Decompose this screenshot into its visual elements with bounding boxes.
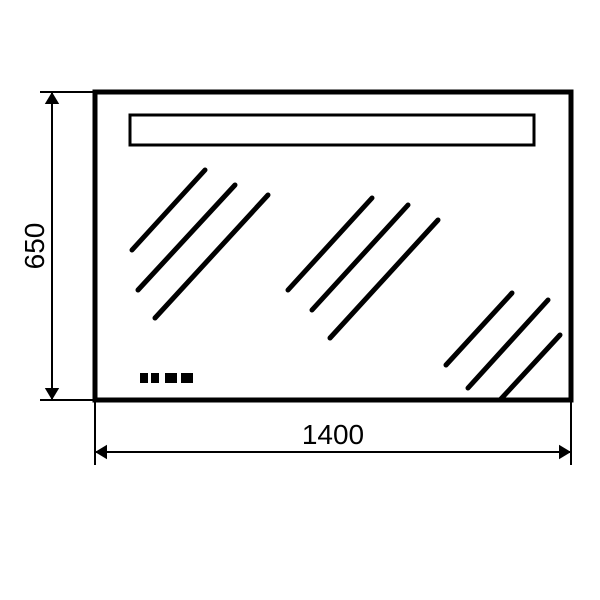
dimension-width-label: 1400 bbox=[302, 419, 364, 450]
digital-display bbox=[140, 373, 193, 383]
dimension-height-label: 650 bbox=[19, 223, 50, 270]
mirror-technical-drawing: 650 1400 bbox=[0, 0, 600, 600]
